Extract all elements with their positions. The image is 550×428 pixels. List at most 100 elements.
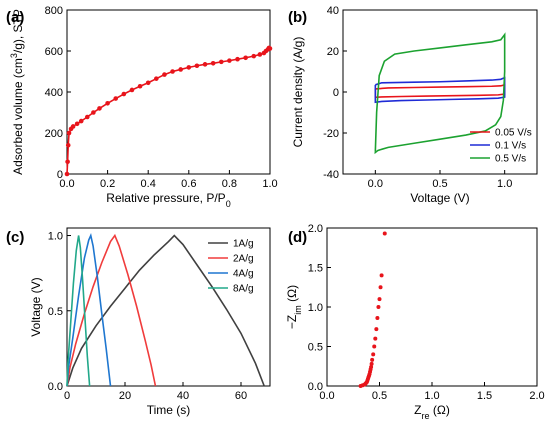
- y-tick-label: 20: [327, 46, 339, 58]
- y-tick-label: 1.5: [308, 263, 323, 275]
- data-point: [186, 65, 192, 70]
- panel-3: (c) 0 20 40 60 0.0 0.5 1.0 1A/g 2A/g 4A/g 8A/g: [6, 227, 271, 402]
- x-tick-label: 2.0: [529, 390, 544, 402]
- y-tick-label: 0.0: [308, 381, 323, 393]
- x-axis-title-part: Time (s): [147, 403, 191, 417]
- data-point: [65, 159, 70, 164]
- series-line-1: [66, 234, 265, 387]
- y-tick-label: 400: [45, 87, 63, 99]
- series-line-1: [66, 46, 271, 175]
- x-axis-title-part: (Ω): [430, 403, 450, 417]
- x-tick-label: 40: [177, 390, 189, 402]
- data-point: [137, 83, 143, 89]
- axes-frame: [66, 9, 271, 175]
- y-axis-title-part: /g), STP: [11, 9, 25, 53]
- data-point: [64, 171, 70, 177]
- legend-label: 8A/g: [233, 284, 254, 295]
- legend-label: 0.05 V/s: [495, 128, 532, 139]
- series-line-3: [374, 32, 506, 155]
- x-tick-label: 20: [119, 390, 131, 402]
- data-point: [97, 106, 102, 111]
- y-tick-label: 200: [45, 128, 63, 140]
- legend-label: 0.5 V/s: [495, 154, 526, 165]
- legend-label: 2A/g: [233, 254, 254, 265]
- y-axis-title-part: 3: [9, 53, 19, 58]
- x-tick-label: 1.5: [477, 390, 492, 402]
- x-axis-title: Voltage (V): [410, 191, 469, 205]
- x-tick-label: 60: [235, 390, 247, 402]
- y-tick-label: 2.0: [308, 223, 323, 235]
- series-line-1: [374, 83, 506, 99]
- data-point: [243, 55, 248, 61]
- data-point: [85, 114, 90, 120]
- data-point: [374, 327, 379, 332]
- data-point: [74, 121, 80, 127]
- x-tick-label: 0.4: [141, 178, 156, 190]
- y-tick-label: 800: [45, 5, 63, 17]
- data-point: [113, 96, 119, 101]
- x-tick-label: 1.0: [424, 390, 439, 402]
- y-tick-label: 40: [327, 5, 339, 17]
- x-axis-title-part: re: [422, 411, 430, 421]
- data-point: [202, 62, 208, 67]
- y-tick-label: 0.0: [48, 381, 63, 393]
- data-point: [145, 80, 151, 86]
- x-tick-label: 0: [64, 390, 70, 402]
- y-tick-label: 600: [45, 46, 63, 58]
- y-axis-title-part: Adsorbed volume (cm: [11, 58, 25, 175]
- data-point: [373, 336, 378, 341]
- data-point: [78, 118, 84, 124]
- x-tick-label: 0.0: [59, 178, 74, 190]
- y-axis-title-part: Current density (A/g): [291, 37, 305, 148]
- x-axis-title: Zre (Ω): [414, 403, 450, 421]
- panel-2: (b) 0.0 0.5 1.0 -40 -20 0 20 40 0.05 V/s 0.1 V/s 0.…: [288, 5, 538, 190]
- data-point: [70, 124, 76, 129]
- legend-label: 1A/g: [233, 239, 254, 250]
- legend-label: 0.1 V/s: [495, 141, 526, 152]
- x-axis-title: Time (s): [147, 403, 191, 417]
- data-point: [369, 365, 374, 370]
- y-axis-title-part: −Z: [285, 315, 299, 329]
- data-point: [377, 297, 382, 302]
- y-tick-label: 0: [333, 87, 339, 99]
- x-tick-label: 0.0: [319, 390, 334, 402]
- data-point: [369, 361, 374, 366]
- series-line-3: [66, 232, 112, 387]
- y-axis-title: Adsorbed volume (cm3/g), STP: [9, 9, 25, 175]
- x-axis-title-part: Relative pressure, P/P: [106, 191, 225, 205]
- data-point: [371, 352, 376, 357]
- panel-label: (b): [288, 9, 307, 26]
- series-line-2: [374, 76, 506, 104]
- panel-4: (d) 0.0 0.5 1.0 1.5 2.0 0.0 0.5 1.0 1.5 2.0: [288, 223, 545, 402]
- data-point: [227, 58, 232, 63]
- data-point: [370, 357, 375, 362]
- data-point: [251, 53, 257, 59]
- x-tick-label: 1.0: [497, 178, 512, 190]
- data-point: [105, 100, 110, 106]
- y-axis-title: Voltage (V): [29, 277, 43, 336]
- y-tick-label: 1.0: [48, 231, 63, 243]
- data-point: [382, 231, 387, 236]
- y-axis-title-part: Voltage (V): [29, 277, 43, 336]
- data-point: [162, 72, 167, 77]
- y-axis-title: Current density (A/g): [291, 37, 305, 148]
- panel-label: (a): [6, 9, 24, 26]
- data-point: [257, 52, 263, 57]
- data-point: [91, 110, 96, 115]
- x-tick-label: 0.0: [368, 178, 383, 190]
- panel-label: (c): [6, 229, 24, 246]
- data-point: [66, 130, 72, 136]
- data-point: [170, 69, 175, 74]
- data-point: [210, 61, 216, 66]
- x-tick-label: 0.5: [372, 390, 387, 402]
- data-point: [218, 59, 224, 65]
- y-tick-label: -40: [323, 169, 339, 181]
- y-axis-title-part: (Ω): [285, 285, 299, 305]
- y-tick-label: 0: [57, 169, 63, 181]
- series-line-2: [66, 233, 157, 387]
- data-point: [267, 46, 273, 51]
- data-point: [194, 63, 200, 69]
- data-point: [235, 56, 240, 62]
- data-point: [376, 305, 381, 309]
